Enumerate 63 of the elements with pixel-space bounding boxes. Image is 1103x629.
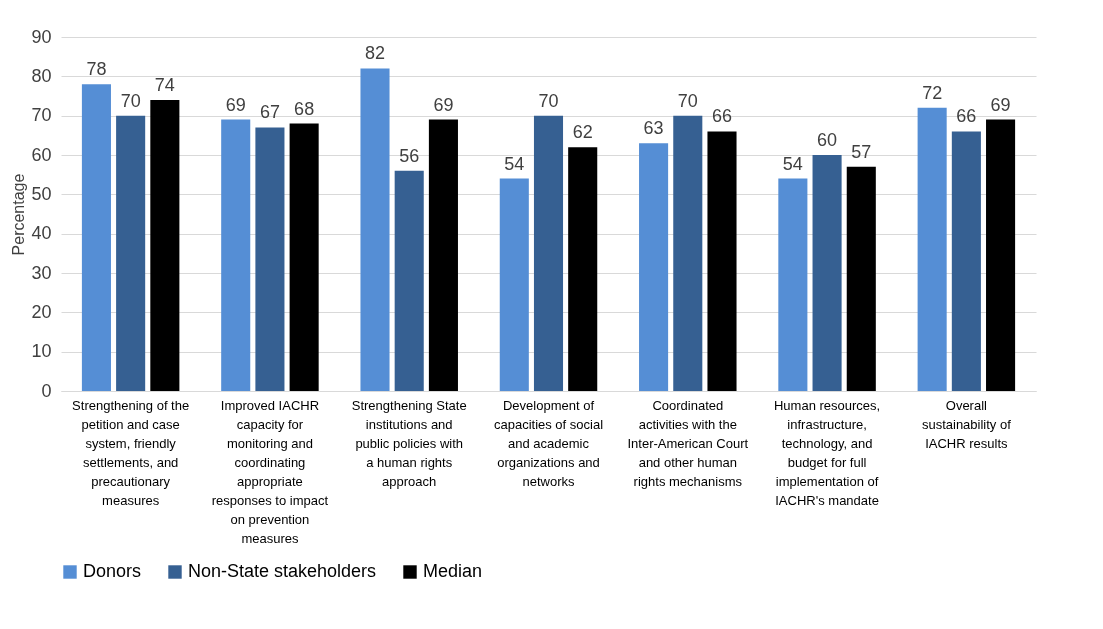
- y-tick-label: 80: [31, 65, 52, 86]
- bar: [150, 99, 180, 391]
- data-label: 70: [120, 90, 141, 111]
- x-tick-label: Overall sustainability of IACHR results: [921, 397, 1012, 451]
- bar: [568, 147, 598, 391]
- data-label: 70: [538, 90, 559, 111]
- legend-label: Non-State stakeholders: [188, 561, 377, 581]
- bar: [116, 115, 146, 391]
- y-tick-label: 20: [31, 301, 52, 322]
- bar: [812, 155, 842, 391]
- data-label: 54: [504, 153, 525, 174]
- x-tick-label: Strengthening of the petition and case system, friendly settlements, and precautionary measures: [72, 397, 190, 508]
- x-tick-label: Development of capacities of social and academic organizations and networks: [493, 397, 604, 489]
- bar: [986, 119, 1016, 391]
- bar: [917, 107, 947, 391]
- data-label: 60: [817, 130, 838, 150]
- data-label: 54: [782, 153, 803, 174]
- legend-label: Donors: [83, 561, 142, 581]
- bar: [255, 127, 285, 391]
- y-tick-label: 10: [31, 341, 52, 362]
- y-tick-label: 30: [31, 262, 52, 283]
- bar: [846, 166, 876, 391]
- data-label: 69: [433, 94, 454, 115]
- bar: [428, 119, 458, 391]
- x-tick-label: Strengthening State institutions and public policies with a human rights approach: [351, 397, 467, 489]
- data-label: 69: [990, 94, 1011, 115]
- y-axis-title: Percentage: [10, 173, 28, 256]
- legend-label: Median: [423, 561, 483, 581]
- x-tick-label: Human resources, infrastructure, technology, and budget for full implementation of IACHR's mandate: [773, 397, 881, 508]
- bar: [707, 131, 737, 391]
- bar: [499, 178, 529, 391]
- data-label: 78: [86, 59, 107, 80]
- data-label: 63: [643, 118, 664, 139]
- data-label: 68: [294, 98, 315, 119]
- bar: [951, 131, 981, 391]
- data-label: 70: [677, 90, 698, 111]
- bar: [221, 119, 251, 391]
- bar: [639, 143, 669, 391]
- data-label: 66: [956, 106, 977, 127]
- y-tick-label: 90: [31, 26, 52, 47]
- y-tick-label: 50: [31, 183, 52, 204]
- bar: [81, 84, 111, 391]
- y-tick-label: 70: [31, 105, 52, 126]
- data-label: 67: [259, 102, 280, 123]
- bar: [394, 170, 424, 391]
- data-label: 82: [364, 43, 386, 64]
- data-label: 72: [922, 82, 943, 103]
- y-tick-label: 40: [31, 223, 52, 244]
- bar: [673, 115, 703, 391]
- y-tick-label: 60: [31, 144, 52, 165]
- bar: [360, 68, 390, 391]
- y-tick-label: 0: [41, 380, 52, 401]
- data-label: 69: [225, 94, 246, 115]
- bar: [778, 178, 808, 391]
- data-label: 57: [851, 141, 872, 162]
- x-tick-label: Coordinated activities with the Inter-American Court and other human rights mechanisms: [627, 397, 749, 489]
- x-tick-label: Improved IACHR capacity for monitoring and coordinating appropriate responses to impact on prevention measures: [211, 397, 329, 546]
- data-label: 56: [399, 145, 420, 166]
- data-label: 62: [572, 122, 593, 143]
- data-label: 66: [711, 106, 733, 127]
- bar: [289, 123, 319, 391]
- bar: [533, 115, 564, 391]
- data-label: 74: [154, 74, 175, 95]
